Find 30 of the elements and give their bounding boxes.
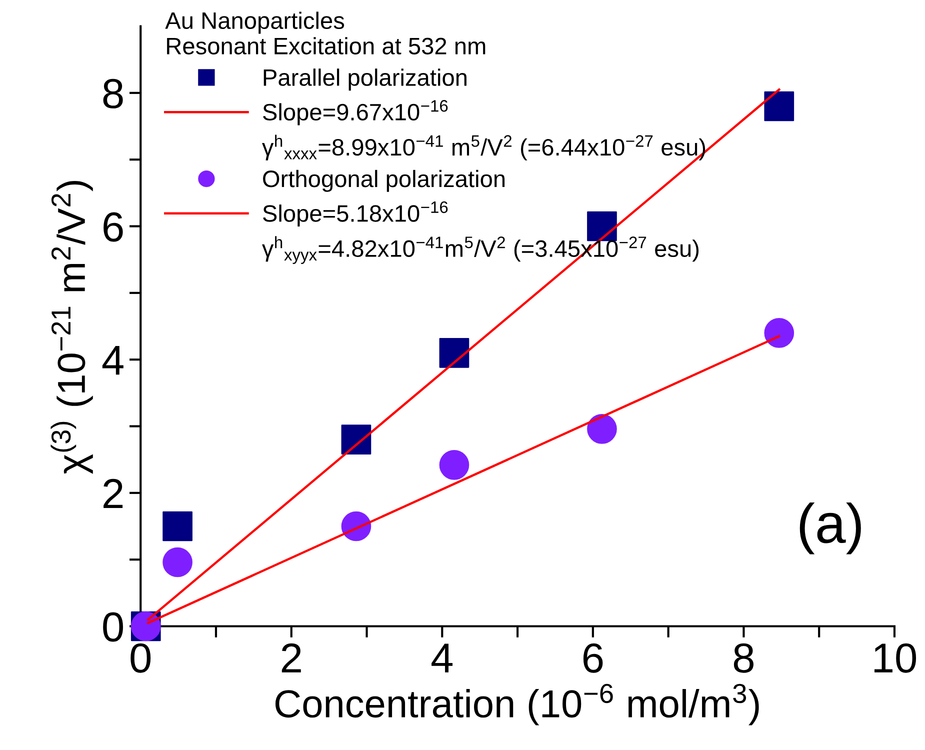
point	[162, 511, 192, 542]
legend-label: Slope=5.18x10$^{−16}$	[263, 201, 448, 227]
x-tick-label: 6	[583, 643, 603, 673]
point	[764, 318, 794, 348]
x-tick-label: 8	[734, 643, 754, 673]
point	[162, 547, 192, 578]
point	[341, 424, 372, 455]
point	[439, 338, 470, 368]
x-axis-title: Concentration (10$^{−6}$ mol/m$^{3}$)	[275, 684, 759, 726]
legend-label: Slope=9.67x10$^{−16}$	[263, 100, 448, 126]
x-tick-label: 2	[282, 643, 301, 672]
x-tick-label: 4	[432, 644, 453, 672]
point	[439, 450, 470, 480]
x-tick-label: 10	[874, 643, 916, 673]
text: γ$^{h}$$_{xxxx}$=8.99x10$^{−41}$ m$^{5}$/V$^{2}$ (=6.44x10$^{−27}$ esu)	[262, 134, 706, 160]
y-tick-label: 2	[104, 478, 123, 508]
legend-title: Au Nanoparticles Resonant Excitation at 532 nm	[165, 12, 486, 54]
point	[341, 511, 372, 542]
legend-label: Orthogonal polarization	[263, 170, 505, 192]
point	[764, 91, 794, 122]
point	[587, 414, 617, 444]
legend-label: Parallel polarization	[264, 68, 466, 91]
y-tick-label: 6	[104, 212, 123, 242]
y-tick-label: 0	[103, 612, 123, 642]
text: χ$^{(3)}$ (10$^{−21}$ m$^{2}$/V$^{2}$)	[50, 181, 93, 474]
y-tick-label: 8	[103, 78, 123, 108]
point	[587, 211, 617, 242]
y-tick-label: 4	[102, 346, 124, 375]
annotation: (a)	[800, 502, 861, 554]
x-tick-label: 0	[130, 643, 151, 673]
